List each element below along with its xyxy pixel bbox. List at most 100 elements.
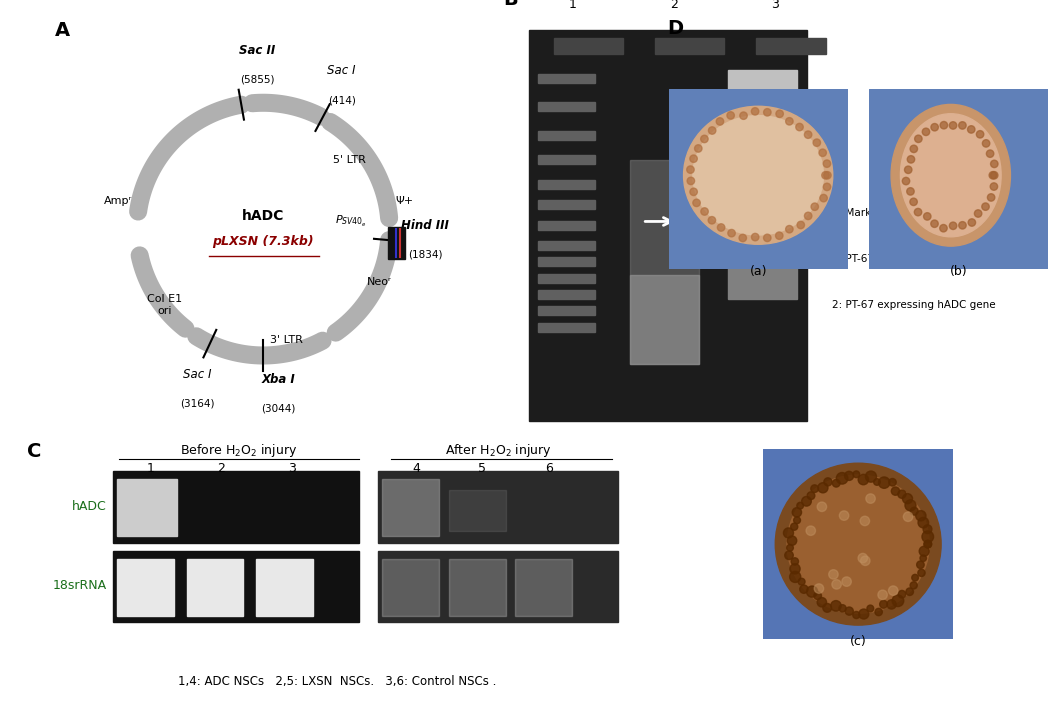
Ellipse shape bbox=[683, 106, 833, 244]
Ellipse shape bbox=[974, 210, 981, 217]
Text: 1: Marker.: 1: Marker. bbox=[832, 208, 883, 218]
Ellipse shape bbox=[814, 584, 823, 594]
Bar bbox=[538, 180, 595, 189]
Ellipse shape bbox=[910, 145, 917, 153]
Text: 3' LTR: 3' LTR bbox=[270, 335, 302, 345]
Bar bbox=[538, 74, 595, 83]
Bar bbox=[728, 209, 797, 250]
Ellipse shape bbox=[690, 155, 697, 163]
Bar bbox=[538, 131, 595, 140]
Ellipse shape bbox=[925, 541, 932, 548]
Text: 3: 3 bbox=[771, 0, 779, 11]
Ellipse shape bbox=[991, 160, 998, 168]
Ellipse shape bbox=[910, 507, 918, 515]
Ellipse shape bbox=[940, 122, 948, 129]
Ellipse shape bbox=[860, 516, 870, 526]
Ellipse shape bbox=[910, 198, 917, 205]
Bar bbox=[117, 479, 177, 536]
Text: 2: 2 bbox=[217, 462, 225, 475]
Bar bbox=[538, 257, 595, 266]
Ellipse shape bbox=[905, 166, 912, 173]
Bar bbox=[538, 306, 595, 315]
Ellipse shape bbox=[989, 172, 996, 179]
Ellipse shape bbox=[801, 496, 811, 506]
Bar bbox=[538, 155, 595, 164]
Text: 5' LTR: 5' LTR bbox=[333, 155, 365, 165]
Ellipse shape bbox=[910, 582, 917, 589]
Ellipse shape bbox=[813, 139, 820, 146]
Ellipse shape bbox=[791, 558, 798, 565]
Ellipse shape bbox=[790, 571, 800, 583]
Ellipse shape bbox=[866, 471, 876, 482]
Text: 1,4: ADC NSCs   2,5: LXSN  NSCs.   3,6: Control NSCs .: 1,4: ADC NSCs 2,5: LXSN NSCs. 3,6: Contr… bbox=[178, 675, 496, 688]
Ellipse shape bbox=[950, 222, 957, 230]
Bar bbox=[630, 160, 699, 364]
Ellipse shape bbox=[775, 463, 941, 625]
Ellipse shape bbox=[839, 605, 847, 612]
Ellipse shape bbox=[752, 107, 759, 115]
Text: (1834): (1834) bbox=[408, 249, 442, 259]
Ellipse shape bbox=[794, 517, 800, 523]
Bar bbox=[378, 551, 618, 622]
Text: (5855): (5855) bbox=[240, 75, 274, 85]
Text: 2: PT-67 expressing hADC gene: 2: PT-67 expressing hADC gene bbox=[832, 301, 995, 311]
Bar bbox=[728, 70, 797, 127]
Ellipse shape bbox=[739, 234, 747, 242]
Ellipse shape bbox=[842, 577, 852, 586]
Ellipse shape bbox=[874, 478, 880, 485]
Bar bbox=[256, 558, 313, 616]
Ellipse shape bbox=[900, 114, 1001, 237]
Ellipse shape bbox=[866, 494, 875, 503]
Ellipse shape bbox=[923, 525, 932, 533]
Ellipse shape bbox=[987, 150, 994, 158]
Ellipse shape bbox=[939, 225, 948, 232]
Ellipse shape bbox=[790, 563, 800, 574]
Ellipse shape bbox=[907, 188, 914, 195]
Ellipse shape bbox=[695, 145, 702, 153]
Ellipse shape bbox=[727, 112, 734, 119]
Ellipse shape bbox=[688, 177, 695, 185]
Text: Col E1
ori: Col E1 ori bbox=[147, 294, 182, 316]
Bar bbox=[113, 551, 359, 622]
Text: (c): (c) bbox=[850, 635, 867, 648]
Ellipse shape bbox=[853, 611, 860, 619]
Ellipse shape bbox=[915, 135, 922, 142]
Polygon shape bbox=[389, 226, 404, 259]
Text: (a): (a) bbox=[750, 265, 767, 278]
Ellipse shape bbox=[858, 474, 869, 485]
Text: 1: 1 bbox=[146, 462, 155, 475]
Ellipse shape bbox=[775, 232, 783, 239]
Ellipse shape bbox=[958, 122, 967, 129]
Text: Xba I: Xba I bbox=[261, 373, 295, 386]
Text: (3044): (3044) bbox=[261, 404, 296, 413]
Text: Ampʳ: Ampʳ bbox=[104, 196, 132, 206]
Ellipse shape bbox=[891, 105, 1011, 246]
Bar bbox=[756, 38, 826, 54]
Ellipse shape bbox=[846, 607, 853, 615]
Bar bbox=[554, 38, 623, 54]
Ellipse shape bbox=[808, 492, 815, 500]
Ellipse shape bbox=[916, 511, 926, 521]
Ellipse shape bbox=[814, 592, 821, 599]
Ellipse shape bbox=[918, 569, 926, 576]
Ellipse shape bbox=[823, 160, 831, 168]
Ellipse shape bbox=[981, 203, 989, 211]
Text: C: C bbox=[27, 442, 42, 461]
Ellipse shape bbox=[752, 233, 759, 241]
Ellipse shape bbox=[709, 127, 716, 134]
Bar bbox=[382, 479, 439, 536]
Ellipse shape bbox=[922, 531, 934, 543]
Text: 2: PT-67 expressing 18srRNA: 2: PT-67 expressing 18srRNA bbox=[832, 254, 982, 264]
Bar bbox=[538, 102, 595, 111]
Ellipse shape bbox=[740, 112, 748, 120]
Bar bbox=[630, 274, 699, 364]
Ellipse shape bbox=[991, 172, 998, 179]
Text: 2: 2 bbox=[670, 0, 678, 11]
Ellipse shape bbox=[831, 601, 841, 611]
Ellipse shape bbox=[700, 135, 708, 142]
Ellipse shape bbox=[917, 561, 925, 569]
Ellipse shape bbox=[804, 212, 812, 220]
Ellipse shape bbox=[958, 221, 967, 229]
Text: 3: 3 bbox=[289, 462, 296, 475]
Ellipse shape bbox=[823, 172, 831, 179]
